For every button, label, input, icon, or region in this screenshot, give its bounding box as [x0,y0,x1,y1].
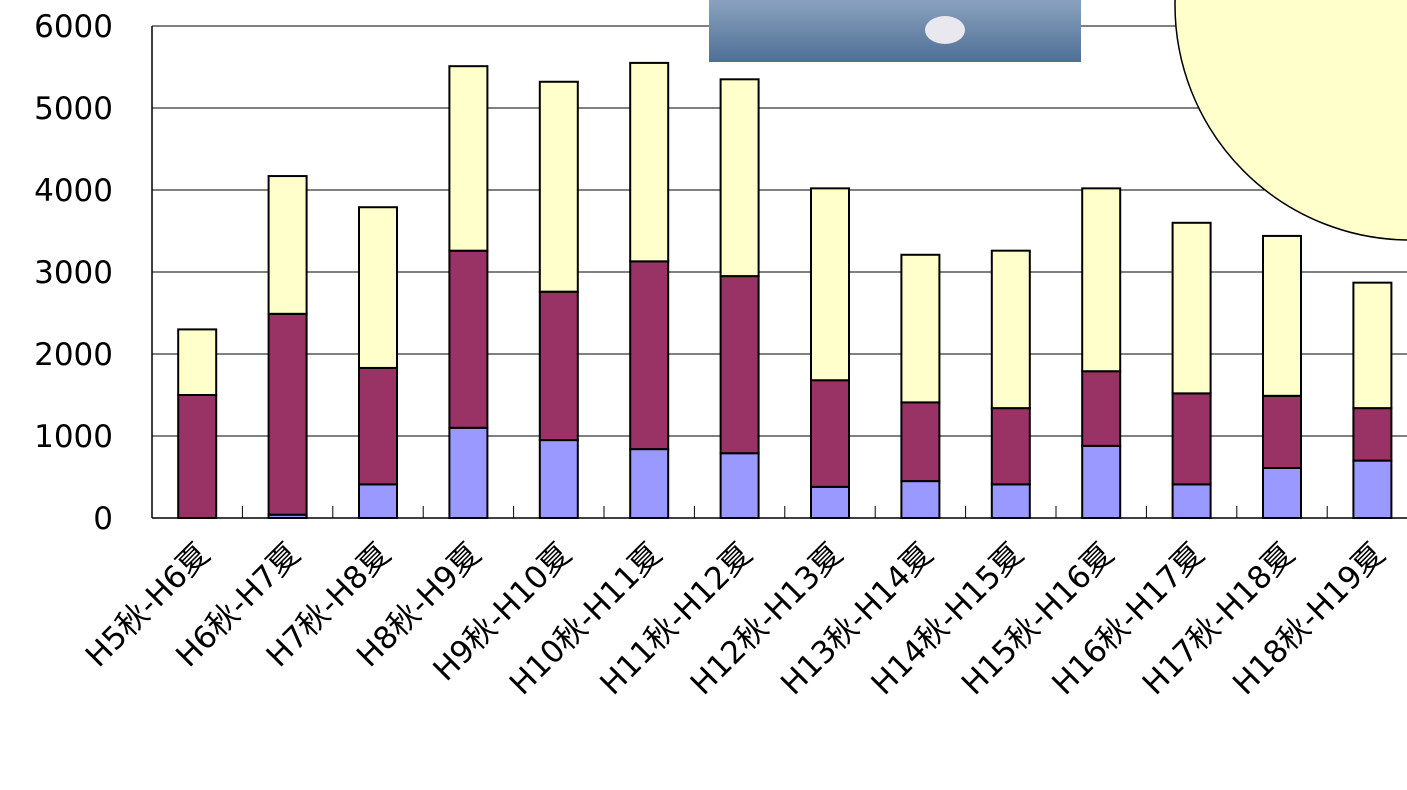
bar-segment [992,408,1030,484]
bar-segment [811,188,849,380]
y-tick-label: 0 [93,501,113,537]
bar-segment [178,395,216,518]
bar-segment [630,449,668,518]
bar-segment [1353,408,1391,460]
photo [709,0,1081,62]
bar-segment [630,63,668,261]
bar-segment [1082,371,1120,446]
bar-segment [811,487,849,518]
bar-segment [1173,484,1211,518]
bar-segment [992,484,1030,518]
bar-segment [269,314,307,515]
bar-segment [721,79,759,276]
bar-segment [540,292,578,440]
bar-segment [992,251,1030,408]
bar-segment [1353,283,1391,408]
y-tick-label: 1000 [34,419,113,455]
bar-segment [1263,236,1301,396]
bar-segment [359,484,397,518]
bar-segment [1353,461,1391,518]
bars [178,63,1391,518]
bar-segment [449,428,487,518]
photo-bird [925,16,965,44]
bar-segment [1082,446,1120,518]
bar-segment [449,251,487,428]
bar-segment [901,481,939,518]
bar-segment [901,255,939,403]
bar-segment [1082,188,1120,371]
bar-segment [359,368,397,484]
bar-segment [630,261,668,449]
y-tick-label: 5000 [34,91,113,127]
bar-segment [540,440,578,518]
bar-segment [1173,393,1211,484]
y-tick-label: 6000 [34,9,113,45]
bar-segment [721,453,759,518]
bar-segment [1263,396,1301,468]
chart: 0100020003000400050006000H5秋-H6夏H6秋-H7夏H… [0,0,1407,790]
y-tick-label: 2000 [34,337,113,373]
bar-segment [1263,468,1301,518]
bar-segment [178,329,216,395]
decor-circle [1175,0,1407,240]
bar-segment [359,207,397,368]
bar-segment [1173,223,1211,394]
bar-segment [811,380,849,487]
bar-segment [449,66,487,251]
y-tick-label: 3000 [34,255,113,291]
bar-segment [269,176,307,314]
bar-segment [540,82,578,292]
bar-segment [721,276,759,453]
y-tick-label: 4000 [34,173,113,209]
bar-segment [901,402,939,481]
